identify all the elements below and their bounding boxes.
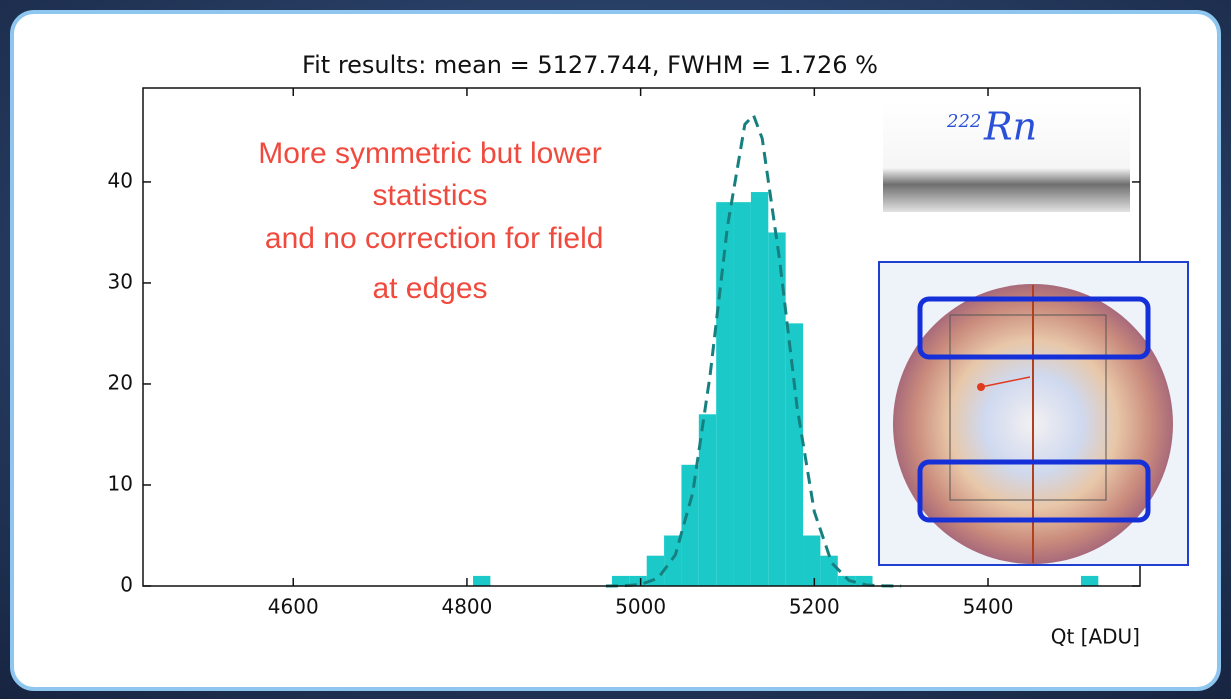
isotope-inset: 222 Rn bbox=[883, 102, 1130, 212]
y-tick-label: 20 bbox=[108, 370, 133, 394]
y-tick-label: 30 bbox=[108, 269, 133, 293]
histogram-bar bbox=[803, 535, 821, 586]
histogram-bar bbox=[1080, 575, 1099, 586]
isotope-mass: 222 bbox=[946, 111, 981, 132]
histogram-bar bbox=[629, 575, 647, 586]
plot-area: 0 10 20 30 40 4600 4800 5000 5200 5400 bbox=[108, 87, 1141, 619]
histogram-bar bbox=[473, 575, 491, 586]
histogram-bar bbox=[855, 575, 873, 586]
x-axis-label: Qt [ADU] bbox=[1051, 625, 1140, 649]
histogram-bar bbox=[785, 323, 804, 586]
x-tick-label: 4600 bbox=[268, 595, 319, 619]
x-tick-label: 4800 bbox=[441, 595, 492, 619]
chart-title: Fit results: mean = 5127.744, FWHM = 1.7… bbox=[302, 51, 878, 79]
annotation: More symmetric but lower statistics and n… bbox=[257, 137, 604, 305]
annotation-line: and no correction for field bbox=[257, 222, 604, 255]
y-tick-label: 10 bbox=[108, 471, 133, 495]
annotation-line: statistics bbox=[372, 179, 487, 212]
isotope-symbol: Rn bbox=[983, 105, 1037, 149]
x-tick-label: 5400 bbox=[963, 595, 1014, 619]
y-tick-label: 0 bbox=[120, 573, 133, 597]
x-tick-label: 5000 bbox=[615, 595, 666, 619]
histogram-bar bbox=[750, 192, 769, 587]
edge-region-bottom bbox=[917, 459, 1151, 523]
histogram-bar bbox=[646, 555, 665, 586]
histogram-bar bbox=[768, 232, 786, 586]
annotation-line: More symmetric but lower bbox=[258, 137, 601, 170]
detector-inset bbox=[878, 261, 1189, 566]
histogram-bar bbox=[820, 555, 838, 586]
x-tick-label: 5200 bbox=[789, 595, 840, 619]
histogram-bar bbox=[611, 575, 630, 586]
histogram-bar bbox=[733, 202, 751, 586]
y-tick-label: 40 bbox=[108, 168, 133, 192]
edge-region-top bbox=[917, 296, 1151, 360]
track bbox=[980, 376, 1031, 388]
histogram-bar bbox=[837, 575, 856, 586]
histogram-bar bbox=[698, 414, 717, 586]
histogram-bar bbox=[681, 464, 699, 586]
detector-outline bbox=[949, 314, 1107, 501]
fit-curve bbox=[605, 112, 902, 588]
inset-background bbox=[883, 102, 1130, 212]
annotation-line: at edges bbox=[372, 272, 487, 305]
